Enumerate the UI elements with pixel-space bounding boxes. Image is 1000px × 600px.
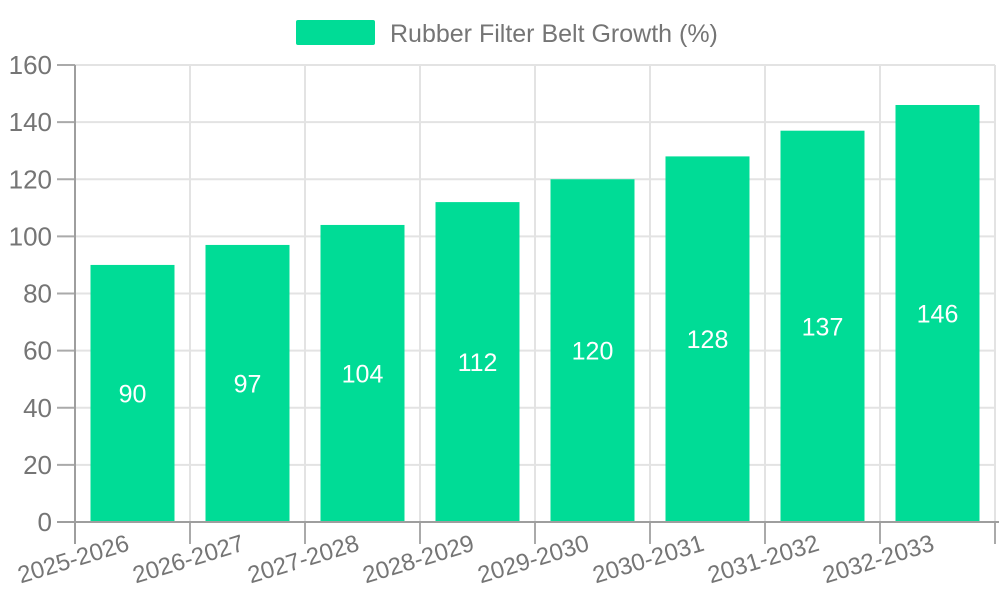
bar-value-label: 90 xyxy=(119,380,147,408)
y-tick-label: 120 xyxy=(9,164,52,194)
y-tick-label: 100 xyxy=(9,221,52,251)
bar[interactable] xyxy=(895,104,980,522)
y-tick-label: 40 xyxy=(23,393,52,423)
y-tick-label: 20 xyxy=(23,450,52,480)
axis-lines xyxy=(57,65,999,544)
y-tick-label: 0 xyxy=(38,507,52,537)
bar[interactable] xyxy=(550,179,635,521)
bar[interactable] xyxy=(205,244,290,521)
legend-swatch[interactable] xyxy=(296,20,375,45)
bar-value-label: 112 xyxy=(458,349,498,377)
x-tick-label: 2025-2026 xyxy=(15,530,133,589)
bar-value-label: 104 xyxy=(342,360,384,388)
bar-value-label: 120 xyxy=(572,338,614,366)
y-tick-label: 80 xyxy=(23,279,52,309)
legend-label[interactable]: Rubber Filter Belt Growth (%) xyxy=(390,20,718,48)
x-axis-labels: 2025-20262026-20272027-20282028-20292029… xyxy=(15,530,938,589)
x-tick-label: 2026-2027 xyxy=(130,530,248,589)
bar-value-label: 137 xyxy=(802,313,844,341)
x-tick-label: 2027-2028 xyxy=(245,530,363,589)
bar-value-label: 97 xyxy=(234,370,262,398)
legend[interactable]: Rubber Filter Belt Growth (%) xyxy=(296,20,718,48)
bar-series xyxy=(90,104,980,522)
x-tick-label: 2029-2030 xyxy=(475,530,593,589)
x-tick-label: 2030-2031 xyxy=(590,530,708,589)
y-axis-labels: 0 20 40 60 80 100 120 140 160 xyxy=(9,50,52,537)
bar-value-label: 146 xyxy=(917,300,959,328)
x-tick-label: 2031-2032 xyxy=(705,530,823,589)
bar[interactable] xyxy=(665,156,750,521)
y-tick-label: 160 xyxy=(9,50,52,80)
bar[interactable] xyxy=(435,202,520,521)
y-tick-label: 140 xyxy=(9,107,52,137)
y-tick-label: 60 xyxy=(23,336,52,366)
bar-value-labels: 90 97 104 112 120 128 137 146 xyxy=(119,300,959,408)
bar[interactable] xyxy=(90,264,175,521)
bar[interactable] xyxy=(320,224,405,521)
bar-value-label: 128 xyxy=(687,326,729,354)
x-tick-label: 2032-2033 xyxy=(820,530,938,589)
x-tick-label: 2028-2029 xyxy=(360,530,478,589)
bar[interactable] xyxy=(780,130,865,521)
